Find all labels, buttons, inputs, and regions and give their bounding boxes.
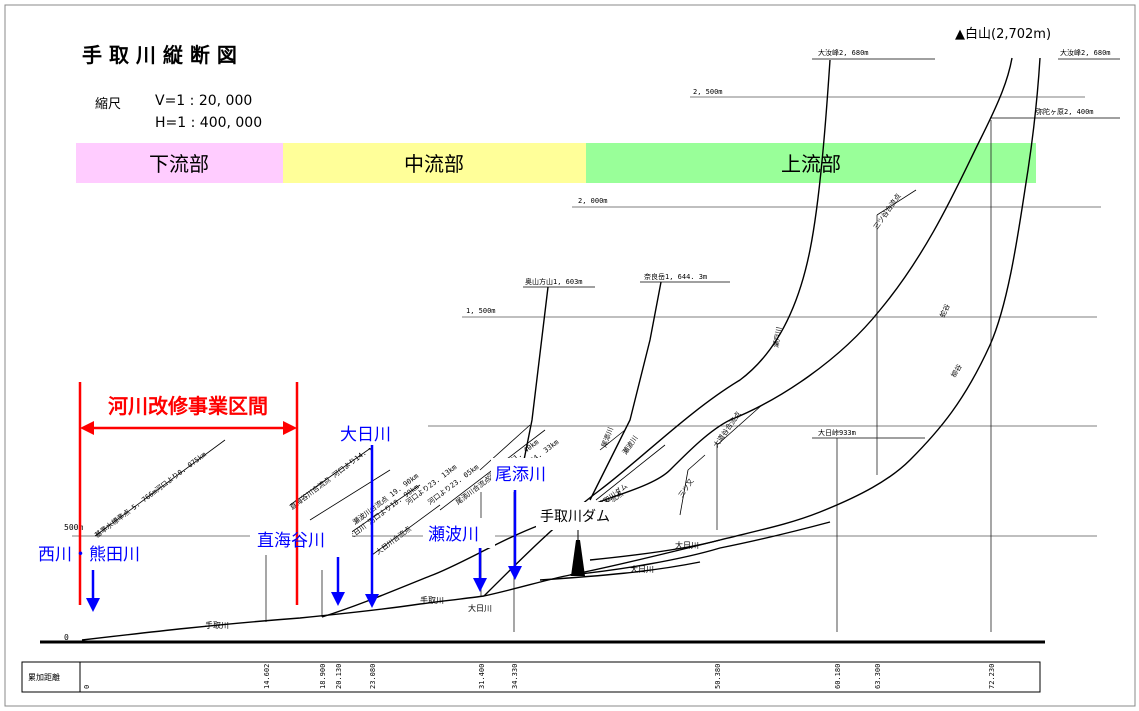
project-section-label: 河川改修事業区間: [108, 394, 268, 418]
tributary-senami: 瀬波川: [428, 525, 479, 545]
project-arrow-left: [80, 421, 94, 435]
outer-frame: [4, 4, 1136, 707]
elevation-lines: [72, 96, 1101, 537]
river-label-dainichi: 大日川: [468, 603, 492, 613]
peak-leader-naragatake: [589, 281, 662, 501]
distance-tick-label: 23.080: [369, 664, 377, 689]
label-bg-nishikawa: [33, 538, 173, 568]
section-label-upper: 上流部: [781, 152, 841, 176]
elevation-label-2500: 2, 500m: [693, 88, 723, 96]
distance-tick-label: 60.180: [834, 664, 842, 689]
diag-leader-2: [289, 444, 376, 506]
label-bg-ozo: [491, 458, 563, 488]
distance-tick-label: 50.380: [714, 664, 722, 689]
diag-leader-8: [599, 429, 626, 451]
elevation-label-2000: 2, 000m: [578, 197, 608, 205]
peak-naragatake: 奈良岳1, 644. 3m: [644, 272, 707, 281]
distance-tick-label: 18.900: [319, 664, 327, 689]
riverbed-profiles: [81, 57, 1041, 641]
arrow-senami-head: [473, 578, 487, 592]
river-label-dainichi3: 大日川: [675, 540, 699, 550]
arrow-ozo-head: [508, 566, 522, 580]
diag-leader-10: [687, 454, 706, 471]
arrow-dainichi-head: [365, 594, 379, 608]
elevation-label-0: 0: [64, 633, 69, 642]
section-label-lower: 下流部: [149, 152, 209, 176]
diag-leader-11: [679, 469, 689, 516]
riverbed-dam-branch: [589, 539, 721, 561]
diag-leader-1: [94, 439, 226, 537]
diag-leader-4: [339, 484, 421, 541]
riverbed-dainichi: [321, 57, 1013, 618]
project-arrow-right: [283, 421, 297, 435]
peak-okusan: 奥山方山1, 603m: [525, 277, 583, 286]
distance-tick-label: 20.130: [335, 664, 343, 689]
peak-mida: 弥陀ヶ原2, 400m: [1036, 107, 1094, 116]
label-backgrounds: [33, 418, 646, 568]
river-label-main-mid: 手取川: [420, 595, 444, 605]
diag-leader-5: [371, 504, 441, 556]
section-band-middle: [283, 143, 586, 183]
label-bg-jikaidani: [250, 525, 352, 555]
distance-tick-label: 31.400: [478, 664, 486, 689]
tributary-dainichi: 大日川: [340, 425, 391, 445]
diagram-title: 手 取 川 縦 断 図: [82, 43, 237, 67]
diag-leader-7: [479, 424, 531, 471]
dam-shape: [571, 540, 585, 576]
diag-leader-12: [716, 404, 763, 446]
arrow-jikaidani-head: [331, 592, 345, 606]
label-bg-senami: [423, 518, 495, 548]
river-label-dainichi2: 大日川: [630, 564, 654, 574]
distance-tick-label: 0: [83, 685, 91, 689]
peak-ohnanji: 大汝峰2, 680m: [818, 48, 869, 57]
peak-dainichi: 大日峠933m: [818, 428, 856, 437]
river-label-main-low: 手取川: [205, 620, 229, 630]
scale-horizontal: H=1 : 400, 000: [155, 115, 262, 131]
peak-hakusan: ▲白山(2,702m): [955, 26, 1051, 42]
distance-tick-label: 14.602: [263, 664, 271, 689]
riverbed-dainichi-lower: [539, 561, 701, 581]
scale-label: 縮尺: [95, 96, 121, 112]
section-band-lower: [76, 143, 283, 183]
diag-leader-13: [876, 189, 917, 216]
peak-underlines: [523, 58, 1120, 439]
distance-tick-label: 63.300: [874, 664, 882, 689]
scale-vertical: V=1 : 20, 000: [155, 93, 252, 109]
distance-tick-label: 34.330: [511, 664, 519, 689]
peak-ohnanji-right: 大汝峰2, 680m: [1060, 48, 1111, 57]
section-band-upper: [586, 143, 1036, 183]
tributary-jikaidani: 直海谷川: [257, 531, 325, 551]
arrow-nishikawa-head: [86, 598, 100, 612]
tributary-arrows: [86, 445, 522, 612]
riverbed-oose: [569, 521, 831, 576]
elevation-label-1500: 1, 500m: [466, 307, 496, 315]
tributary-ozo: 尾添川: [495, 465, 546, 485]
riverbed-main: [81, 57, 1041, 641]
diag-leader-3: [309, 469, 391, 521]
elevation-label-500: 500m: [64, 523, 83, 532]
dam-label: 手取川ダム: [540, 509, 610, 525]
distance-table: [21, 661, 1041, 693]
label-bg-dam: [536, 502, 646, 530]
river-labels: 手取川 手取川 大日川 大日川 大日川: [205, 540, 699, 630]
diag-label-20: 瀬戸川: [771, 326, 784, 348]
tributary-nishikawa: 西川・熊田川: [38, 545, 140, 565]
diag-leader-9: [595, 444, 666, 501]
project-section-bracket: [78, 382, 299, 605]
distance-ticks: 0 14.602 18.900 20.130 23.080 31.400 34.330 50.…: [83, 664, 996, 689]
label-bg-dainichi: [335, 418, 411, 448]
distance-tick-label: 72.230: [988, 664, 996, 689]
distance-table-label: 累加距離: [28, 672, 60, 682]
section-label-middle: 中流部: [404, 152, 464, 176]
diagonal-leaders: [94, 189, 917, 556]
